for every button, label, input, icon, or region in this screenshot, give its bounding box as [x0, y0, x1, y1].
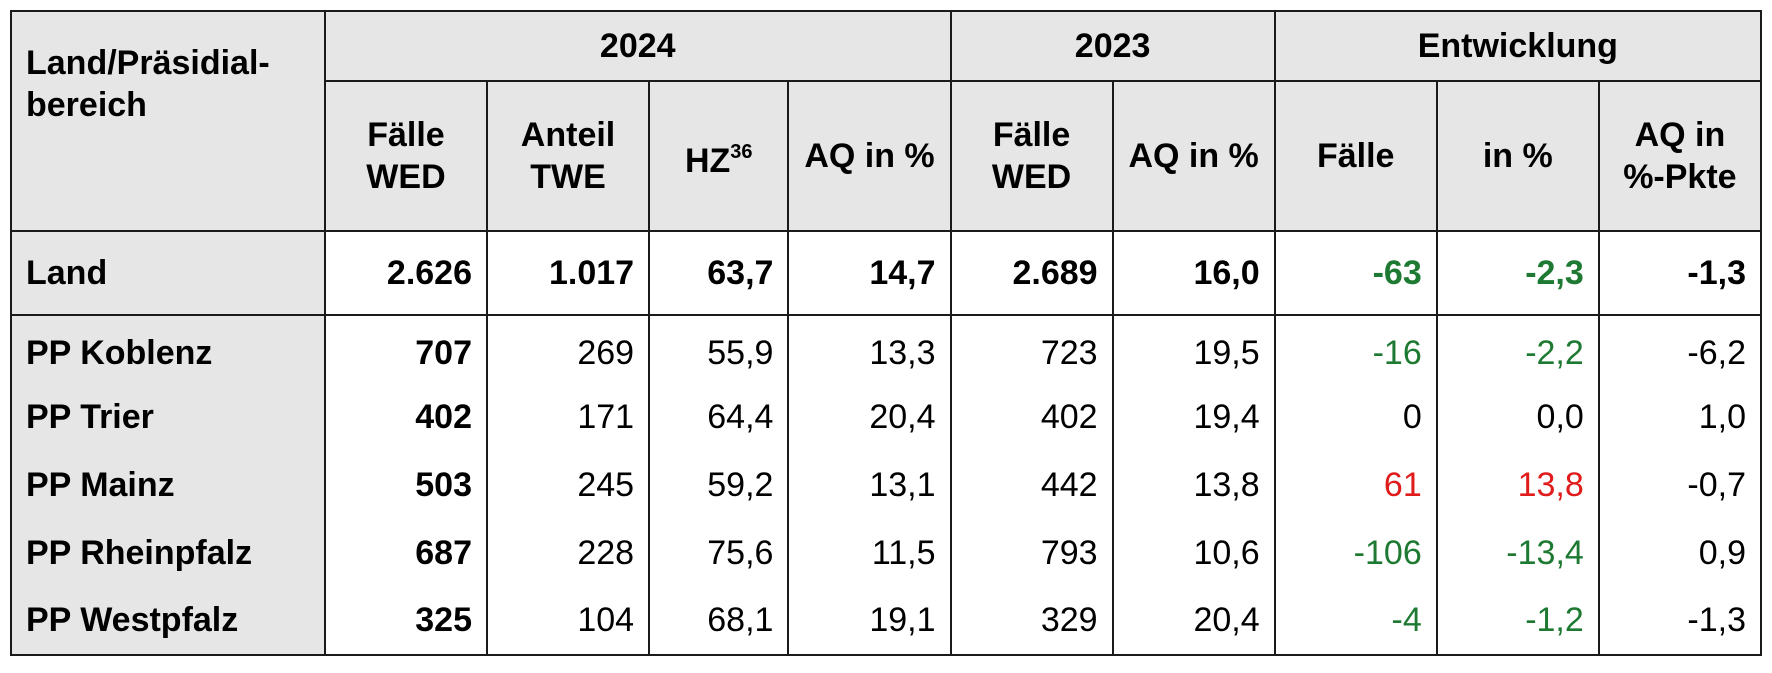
- cell-anteil-twe: 228: [485, 519, 651, 587]
- cell-hz: 75,6: [648, 519, 790, 587]
- region-section: PP Koblenz 707 269 55,9 13,3 723 19,5 -1…: [10, 315, 1763, 656]
- header-group-row: Land/Präsidial-bereich 2024 2023 Entwick…: [10, 10, 1763, 232]
- cell-entw-aq: 1,0: [1597, 383, 1763, 451]
- table-row: PP Westpfalz 325 104 68,1 19,1 329 20,4 …: [10, 587, 1763, 656]
- row-label: PP Rheinpfalz: [10, 519, 326, 587]
- cell-hz: 68,1: [648, 587, 790, 656]
- col-hz: HZ36: [648, 80, 790, 232]
- cell-faelle-2024: 687: [323, 519, 489, 587]
- cell-aq-2024: 13,3: [787, 315, 952, 383]
- cell-anteil-twe: 104: [485, 587, 651, 656]
- cell-entw-faelle: -16: [1273, 315, 1438, 383]
- col-faelle-wed-2023: Fälle WED: [949, 80, 1114, 232]
- col-aq-2024: AQ in %: [787, 80, 952, 232]
- cell-aq-2023: 13,8: [1111, 451, 1276, 519]
- statistics-table: Land/Präsidial-bereich 2024 2023 Entwick…: [10, 10, 1763, 656]
- cell-faelle-2023: 2.689: [949, 230, 1114, 316]
- col-entw-faelle: Fälle: [1273, 80, 1438, 232]
- row-label: PP Mainz: [10, 451, 326, 519]
- cell-faelle-2024: 325: [323, 587, 489, 656]
- col-hz-label: HZ: [684, 141, 731, 180]
- row-label: PP Trier: [10, 383, 326, 451]
- cell-aq-2023: 20,4: [1111, 587, 1276, 656]
- cell-aq-2024: 14,7: [787, 230, 952, 316]
- cell-entw-pct: 13,8: [1435, 451, 1600, 519]
- table-row: PP Trier 402 171 64,4 20,4 402 19,4 0 0,…: [10, 383, 1763, 451]
- cell-entw-aq: -0,7: [1597, 451, 1763, 519]
- cell-aq-2024: 20,4: [787, 383, 952, 451]
- cell-entw-faelle: -106: [1273, 519, 1438, 587]
- cell-faelle-2024: 707: [323, 315, 489, 383]
- cell-aq-2024: 11,5: [787, 519, 952, 587]
- table-header: Land/Präsidial-bereich 2024 2023 Entwick…: [10, 10, 1763, 232]
- cell-faelle-2024: 503: [323, 451, 489, 519]
- cell-hz: 55,9: [648, 315, 790, 383]
- col-faelle-wed-2024: Fälle WED: [323, 80, 489, 232]
- cell-aq-2023: 16,0: [1111, 230, 1276, 316]
- cell-anteil-twe: 1.017: [485, 230, 651, 316]
- header-group-entwicklung: Entwicklung: [1273, 10, 1763, 82]
- cell-entw-faelle: -4: [1273, 587, 1438, 656]
- cell-aq-2023: 19,4: [1111, 383, 1276, 451]
- table-row: PP Rheinpfalz 687 228 75,6 11,5 793 10,6…: [10, 519, 1763, 587]
- cell-hz: 63,7: [648, 230, 790, 316]
- cell-anteil-twe: 269: [485, 315, 651, 383]
- cell-faelle-2023: 329: [949, 587, 1114, 656]
- cell-faelle-2023: 442: [949, 451, 1114, 519]
- cell-anteil-twe: 245: [485, 451, 651, 519]
- cell-entw-pct: -2,2: [1435, 315, 1600, 383]
- col-anteil-twe: Anteil TWE: [485, 80, 651, 232]
- cell-aq-2024: 19,1: [787, 587, 952, 656]
- cell-aq-2024: 13,1: [787, 451, 952, 519]
- cell-entw-aq: -1,3: [1597, 587, 1763, 656]
- cell-faelle-2023: 723: [949, 315, 1114, 383]
- cell-entw-faelle: 0: [1273, 383, 1438, 451]
- table-row: PP Koblenz 707 269 55,9 13,3 723 19,5 -1…: [10, 315, 1763, 383]
- col-hz-footnote: 36: [730, 140, 753, 163]
- row-label: PP Koblenz: [10, 315, 326, 383]
- cell-faelle-2023: 793: [949, 519, 1114, 587]
- table-row: PP Mainz 503 245 59,2 13,1 442 13,8 61 1…: [10, 451, 1763, 519]
- cell-entw-pct: -1,2: [1435, 587, 1600, 656]
- cell-faelle-2024: 402: [323, 383, 489, 451]
- col-entw-pct: in %: [1435, 80, 1600, 232]
- total-row: Land 2.626 1.017 63,7 14,7 2.689 16,0 -6…: [10, 230, 1763, 316]
- cell-faelle-2023: 402: [949, 383, 1114, 451]
- total-section: Land 2.626 1.017 63,7 14,7 2.689 16,0 -6…: [10, 230, 1763, 316]
- cell-entw-aq: -1,3: [1597, 230, 1763, 316]
- header-group-2024: 2024: [323, 10, 952, 82]
- col-aq-2023: AQ in %: [1111, 80, 1276, 232]
- cell-entw-faelle: -63: [1273, 230, 1438, 316]
- cell-entw-pct: -2,3: [1435, 230, 1600, 316]
- row-label: PP Westpfalz: [10, 587, 326, 656]
- cell-aq-2023: 10,6: [1111, 519, 1276, 587]
- header-column-row: Fälle WED Anteil TWE HZ36 AQ in % Fälle …: [11, 80, 1763, 232]
- cell-hz: 59,2: [648, 451, 790, 519]
- cell-entw-aq: -6,2: [1597, 315, 1763, 383]
- cell-faelle-2024: 2.626: [323, 230, 489, 316]
- region-column-header: Land/Präsidial-bereich: [10, 10, 326, 232]
- cell-aq-2023: 19,5: [1111, 315, 1276, 383]
- cell-entw-aq: 0,9: [1597, 519, 1763, 587]
- cell-entw-faelle: 61: [1273, 451, 1438, 519]
- cell-hz: 64,4: [648, 383, 790, 451]
- header-group-2023: 2023: [949, 10, 1276, 82]
- col-entw-aq: AQ in %-Pkte: [1597, 80, 1763, 232]
- cell-anteil-twe: 171: [485, 383, 651, 451]
- cell-entw-pct: 0,0: [1435, 383, 1600, 451]
- total-label: Land: [10, 230, 326, 316]
- cell-entw-pct: -13,4: [1435, 519, 1600, 587]
